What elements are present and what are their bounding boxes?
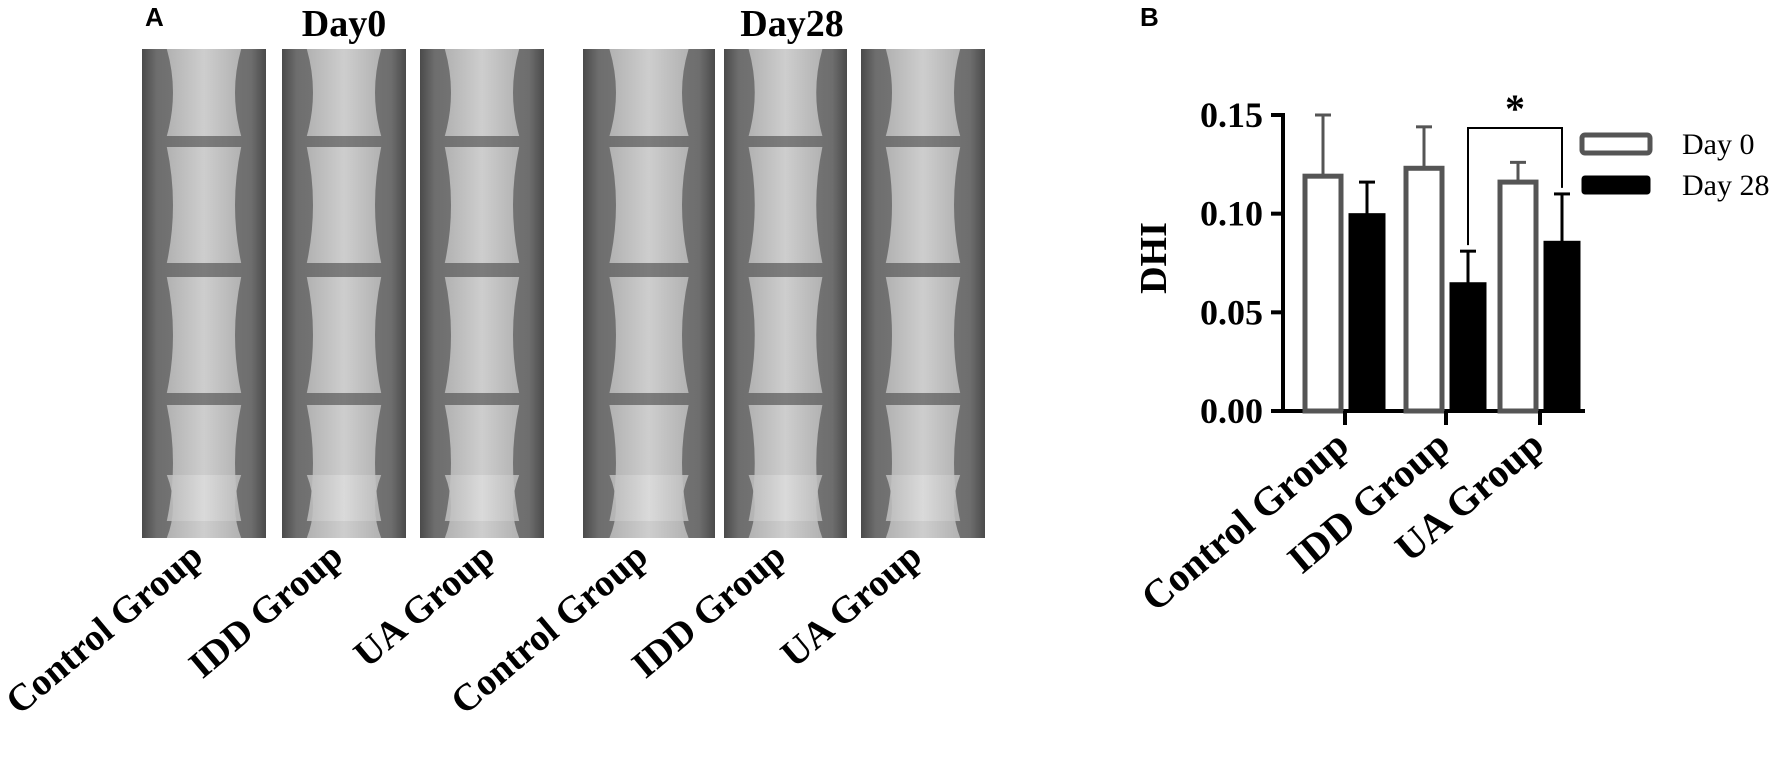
vertebra bbox=[306, 475, 382, 538]
day28-title: Day28 bbox=[740, 3, 843, 45]
vertebra bbox=[306, 147, 382, 263]
y-tick-label: 0.05 bbox=[1200, 292, 1263, 332]
xray-column bbox=[282, 49, 406, 538]
vertebra bbox=[748, 475, 823, 538]
day0-title: Day0 bbox=[302, 3, 386, 45]
xray-label: IDD Group bbox=[624, 535, 794, 687]
y-axis-title: DHI bbox=[1133, 222, 1175, 294]
vertebra bbox=[444, 147, 520, 263]
bar-day0 bbox=[1403, 165, 1445, 414]
vertebra bbox=[609, 49, 689, 136]
vertebra bbox=[306, 277, 382, 393]
xray-label: Control Group bbox=[0, 535, 211, 723]
xray-panel bbox=[142, 49, 985, 538]
bar-day28 bbox=[1449, 282, 1487, 412]
vertebra bbox=[609, 277, 689, 393]
vertebra bbox=[444, 49, 520, 136]
panel-a-letter: A bbox=[145, 2, 164, 32]
xray-column bbox=[420, 49, 544, 538]
xray-column bbox=[724, 49, 847, 538]
y-tick-label: 0.00 bbox=[1200, 391, 1263, 431]
legend-item: Day 0 bbox=[1579, 128, 1754, 161]
vertebra bbox=[306, 49, 382, 136]
legend-label: Day 0 bbox=[1682, 128, 1754, 161]
xray-column bbox=[861, 49, 985, 538]
bar-day28 bbox=[1543, 240, 1581, 412]
vertebra bbox=[885, 49, 961, 136]
xray-label: UA Group bbox=[773, 535, 930, 676]
vertebra bbox=[444, 475, 520, 538]
vertebra bbox=[444, 277, 520, 393]
vertebra bbox=[166, 49, 242, 136]
bar-day28 bbox=[1348, 213, 1386, 412]
vertebra bbox=[609, 147, 689, 263]
legend-swatch-day28 bbox=[1581, 175, 1651, 195]
y-tick-label: 0.10 bbox=[1200, 194, 1263, 234]
vertebra bbox=[748, 277, 823, 393]
panel-b-letter: B bbox=[1140, 2, 1159, 32]
xray-column bbox=[583, 49, 715, 538]
vertebra bbox=[885, 147, 961, 263]
vertebra bbox=[166, 147, 242, 263]
vertebra bbox=[885, 277, 961, 393]
bar-day0 bbox=[1302, 173, 1344, 414]
bar-day0 bbox=[1497, 179, 1539, 414]
xray-column bbox=[142, 49, 266, 538]
y-tick-label: 0.15 bbox=[1200, 95, 1263, 135]
significance-bracket bbox=[1467, 127, 1563, 246]
significance-star: * bbox=[1505, 86, 1525, 131]
xray-label: UA Group bbox=[346, 535, 503, 676]
legend-swatch-day0 bbox=[1579, 132, 1653, 156]
vertebra bbox=[166, 475, 242, 538]
vertebra bbox=[885, 475, 961, 538]
legend-label: Day 28 bbox=[1682, 169, 1769, 202]
vertebra bbox=[609, 475, 689, 538]
legend-item: Day 28 bbox=[1581, 169, 1769, 202]
vertebra bbox=[748, 147, 823, 263]
vertebra bbox=[748, 49, 823, 136]
vertebra bbox=[166, 277, 242, 393]
xray-label: IDD Group bbox=[181, 535, 351, 687]
